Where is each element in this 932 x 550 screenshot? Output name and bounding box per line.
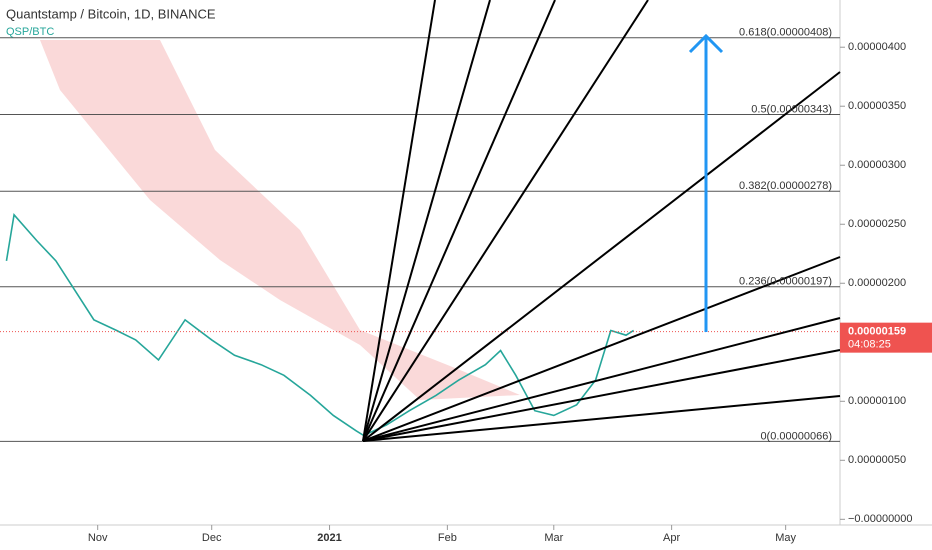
x-tick-label: 2021 [317, 532, 341, 544]
price-label-box [840, 322, 932, 353]
legend-entry: QSP/BTC [6, 26, 54, 38]
y-tick-label: 0.00000300 [848, 159, 906, 171]
fan-line [362, 0, 649, 442]
fan-line [362, 0, 436, 442]
y-tick-label: 0.00000400 [848, 41, 906, 53]
chart-title: Quantstamp / Bitcoin, 1D, BINANCE [6, 6, 216, 21]
fib-level-label: 0.5(0.00000343) [751, 103, 832, 115]
x-tick-label: Apr [663, 532, 680, 544]
x-tick-label: Dec [202, 532, 222, 544]
x-tick-label: Mar [544, 532, 563, 544]
y-tick-label: 0.00000200 [848, 277, 906, 289]
y-tick-label: 0.00000050 [848, 454, 906, 466]
fib-level-label: 0.236(0.00000197) [739, 276, 832, 288]
x-tick-label: Feb [438, 532, 457, 544]
price-line [5, 213, 635, 437]
arrow-head [688, 33, 724, 54]
y-tick-label: −0.00000000 [848, 513, 913, 525]
y-tick-label: 0.00000350 [848, 100, 906, 112]
plot [0, 37, 840, 442]
y-tick-label: 0.00000250 [848, 218, 906, 230]
y-tick-label: 0.00000100 [848, 395, 906, 407]
fib-level-label: 0(0.00000066) [760, 430, 832, 442]
fib-level-label: 0.618(0.00000408) [739, 27, 832, 39]
fan-line [362, 317, 841, 442]
fan-line [362, 0, 556, 442]
fan-line [362, 256, 841, 442]
fan-line [362, 349, 841, 442]
fan-line [362, 0, 491, 442]
x-tick-label: Nov [88, 532, 108, 544]
fan-line [362, 71, 841, 442]
fib-level-label: 0.382(0.00000278) [739, 180, 832, 192]
arrow [688, 33, 724, 332]
price-countdown: 04:08:25 [848, 339, 891, 351]
price-label: 0.00000159 [848, 326, 906, 338]
gann-fan [362, 0, 841, 442]
ichimoku-cloud [40, 40, 520, 400]
x-tick-label: May [775, 532, 796, 544]
fan-line [362, 395, 841, 442]
